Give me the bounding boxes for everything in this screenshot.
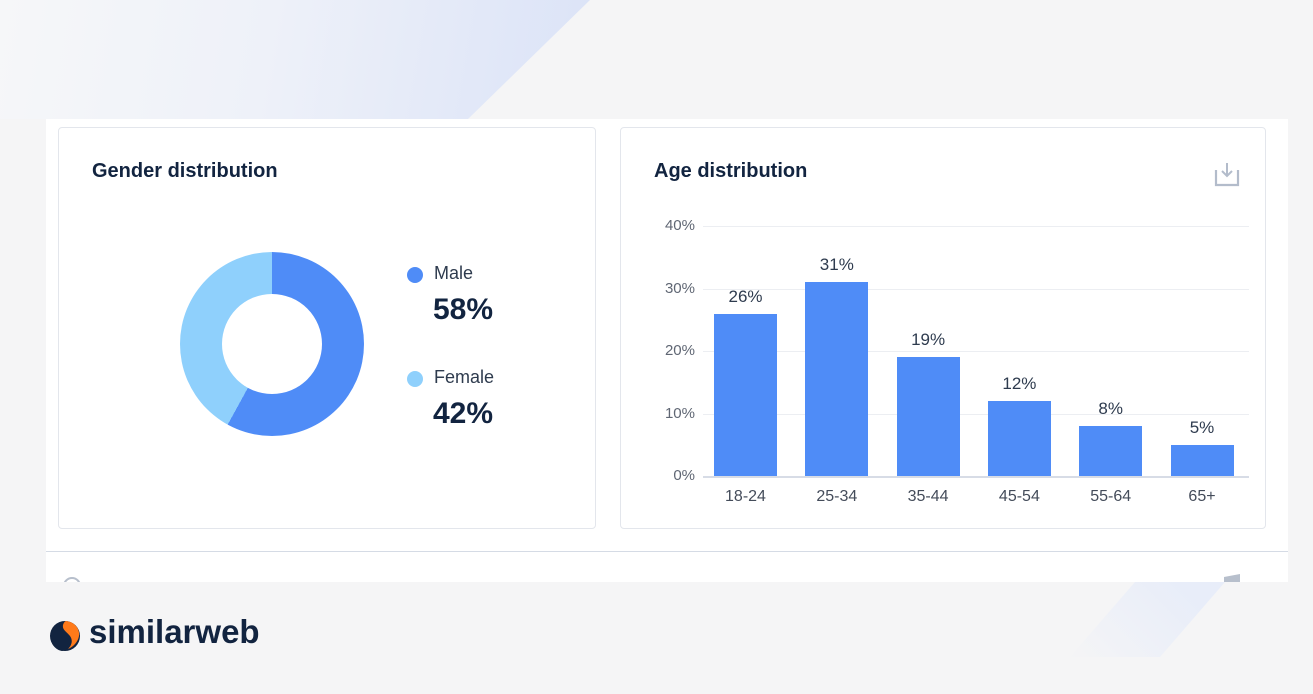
bar-35-44[interactable] — [896, 357, 960, 476]
feedback-icon — [1224, 574, 1240, 582]
y-axis-tick: 20% — [664, 342, 695, 359]
x-axis-tick: 35-44 — [907, 488, 949, 505]
x-axis-tick: 65+ — [1188, 488, 1216, 505]
background-decoration-top — [0, 0, 590, 119]
male-legend-value: 58% — [433, 293, 494, 326]
gender-panel-title: Gender distribution — [92, 160, 278, 182]
bar-value-label: 19% — [911, 330, 946, 350]
y-axis-tick: 30% — [664, 279, 695, 297]
gridline — [703, 351, 1249, 352]
female-legend-dot — [407, 371, 423, 387]
age-bar-chart: 0% 10% 20% 30% 40% 26% 18-24 31% 25-34 19% 35-44 12… — [621, 128, 1265, 528]
gridline — [703, 288, 1249, 290]
bar-18-24[interactable] — [714, 313, 777, 476]
demographics-card: Gender distribution Male 58% Female 42% … — [46, 119, 1288, 582]
bar-value-label: 5% — [1189, 417, 1215, 437]
y-axis-tick: 10% — [664, 404, 695, 422]
similarweb-logo-text: similarweb — [89, 613, 260, 650]
bar-value-label: 31% — [819, 255, 854, 275]
x-axis-line — [703, 476, 1249, 478]
male-legend-dot — [407, 267, 423, 283]
x-axis-tick: 18-24 — [725, 488, 766, 505]
x-axis-tick: 45-54 — [998, 488, 1040, 505]
info-icon — [63, 577, 81, 582]
gender-distribution-panel: Gender distribution Male 58% Female 42% — [58, 127, 596, 529]
male-legend-label: Male — [434, 263, 474, 283]
y-axis-tick: 40% — [664, 217, 695, 234]
gridline — [703, 226, 1249, 227]
bar-25-34[interactable] — [805, 282, 869, 476]
y-axis-tick: 0% — [673, 467, 695, 484]
female-legend-label: Female — [434, 367, 495, 387]
female-legend-value: 42% — [433, 397, 494, 430]
bar-value-label: 12% — [1002, 374, 1037, 393]
age-panel-title: Age distribution — [654, 160, 808, 182]
download-icon[interactable] — [1213, 160, 1241, 188]
bar-45-54[interactable] — [987, 401, 1051, 476]
x-axis-tick: 25-34 — [816, 488, 858, 505]
age-distribution-panel: Age distribution 0% 10% 20% 30% 40% 26% 18-24 3… — [620, 127, 1266, 529]
gender-donut-chart — [180, 252, 364, 436]
section-divider — [46, 551, 1288, 552]
bar-value-label: 26% — [728, 286, 763, 306]
background-decoration-bottom — [1070, 582, 1225, 657]
similarweb-logo-mark-icon — [50, 621, 80, 651]
bar-value-label: 8% — [1098, 399, 1123, 418]
donut-hole — [222, 294, 322, 394]
gridline — [703, 413, 1249, 415]
bar-55-64[interactable] — [1079, 426, 1143, 476]
bar-65+[interactable] — [1170, 444, 1234, 476]
x-axis-tick: 55-64 — [1090, 488, 1132, 505]
